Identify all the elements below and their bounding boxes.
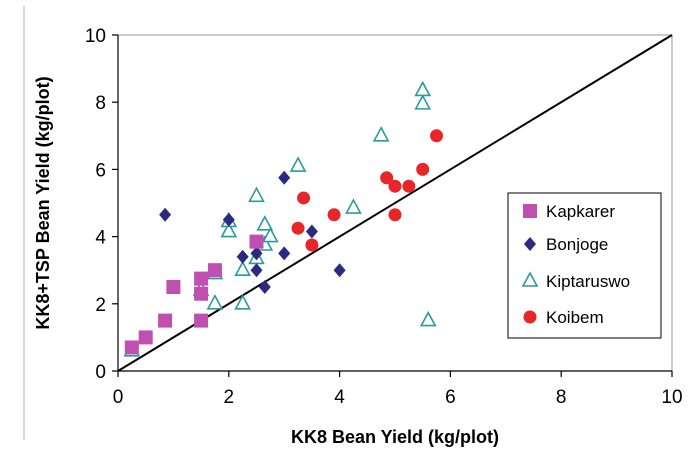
data-point-bonjoge xyxy=(278,170,291,185)
data-point-kapkarer xyxy=(194,286,209,301)
legend-marker-koibem xyxy=(523,310,537,324)
data-point-kapkarer xyxy=(194,271,209,286)
data-point-kapkarer xyxy=(138,330,153,345)
legend-marker-kiptaruswo xyxy=(521,271,539,287)
data-point-koibem xyxy=(327,208,341,222)
legend-marker-kapkarer xyxy=(523,204,537,218)
legend-label-bonjoge: Bonjoge xyxy=(546,235,608,254)
data-point-bonjoge xyxy=(222,212,235,227)
data-point-kapkarer xyxy=(249,234,264,249)
x-tick-label: 6 xyxy=(445,387,456,408)
tick-marks xyxy=(112,34,673,377)
y-tick-label: 2 xyxy=(95,295,106,316)
y-tick-label: 4 xyxy=(95,228,106,249)
data-point-kiptaruswo xyxy=(262,226,279,243)
data-point-bonjoge xyxy=(258,280,271,294)
data-point-koibem xyxy=(297,191,311,205)
y-tick-label: 10 xyxy=(85,26,106,47)
x-axis-title: KK8 Bean Yield (kg/plot) xyxy=(291,427,499,447)
x-tick-labels: 0 2 4 6 8 10 xyxy=(113,387,683,408)
legend: Kapkarer Bonjoge Kiptaruswo Koibem xyxy=(507,192,662,339)
data-point-bonjoge xyxy=(250,246,263,261)
legend-label-kiptaruswo: Kiptaruswo xyxy=(546,272,630,291)
data-point-kiptaruswo xyxy=(414,94,432,110)
x-tick-label: 0 xyxy=(113,387,124,408)
legend-marker-bonjoge xyxy=(524,237,536,251)
data-point-koibem xyxy=(380,171,394,185)
data-point-bonjoge xyxy=(159,207,172,222)
data-point-kiptaruswo xyxy=(345,198,362,214)
data-point-bonjoge xyxy=(305,224,318,239)
legend-label-kapkarer: Kapkarer xyxy=(546,202,615,221)
y-tick-label: 6 xyxy=(95,160,106,181)
legend-markers xyxy=(521,204,539,324)
data-point-koibem xyxy=(402,179,416,193)
data-point-kiptaruswo xyxy=(248,186,265,203)
y-tick-labels: 0 2 4 6 8 10 xyxy=(85,26,107,383)
data-point-bonjoge xyxy=(333,263,346,278)
data-point-kiptaruswo xyxy=(206,294,224,310)
data-point-kiptaruswo xyxy=(234,294,251,310)
data-point-kapkarer xyxy=(158,313,173,328)
data-points xyxy=(123,80,444,357)
data-point-kapkarer xyxy=(124,340,139,355)
x-tick-label: 10 xyxy=(661,387,682,408)
data-point-koibem xyxy=(388,179,402,193)
data-point-koibem xyxy=(388,208,402,222)
data-point-koibem xyxy=(430,129,444,143)
y-axis-title: KK8+TSP Bean Yield (kg/plot) xyxy=(33,76,53,329)
data-point-kiptaruswo xyxy=(220,221,238,238)
data-point-kiptaruswo xyxy=(372,126,390,142)
x-tick-label: 8 xyxy=(556,387,567,408)
data-point-bonjoge xyxy=(278,246,291,261)
data-point-kapkarer xyxy=(194,313,209,328)
data-point-kiptaruswo xyxy=(419,310,437,327)
y-tick-label: 8 xyxy=(95,93,106,114)
data-point-bonjoge xyxy=(250,263,263,278)
data-point-koibem xyxy=(291,221,305,235)
data-point-kiptaruswo xyxy=(234,260,251,277)
data-point-bonjoge xyxy=(236,249,249,264)
data-point-kapkarer xyxy=(207,263,222,278)
x-tick-label: 4 xyxy=(334,387,345,408)
data-point-koibem xyxy=(416,162,430,176)
data-point-kiptaruswo xyxy=(414,80,432,97)
x-tick-label: 2 xyxy=(224,387,235,408)
legend-label-koibem: Koibem xyxy=(546,308,604,327)
one-to-one-line xyxy=(117,34,673,372)
y-tick-label: 0 xyxy=(95,362,106,383)
data-point-kapkarer xyxy=(166,280,181,294)
data-point-kiptaruswo xyxy=(256,215,274,231)
reference-line-layer xyxy=(117,34,673,372)
data-point-kiptaruswo xyxy=(289,156,307,172)
data-point-koibem xyxy=(305,238,319,252)
